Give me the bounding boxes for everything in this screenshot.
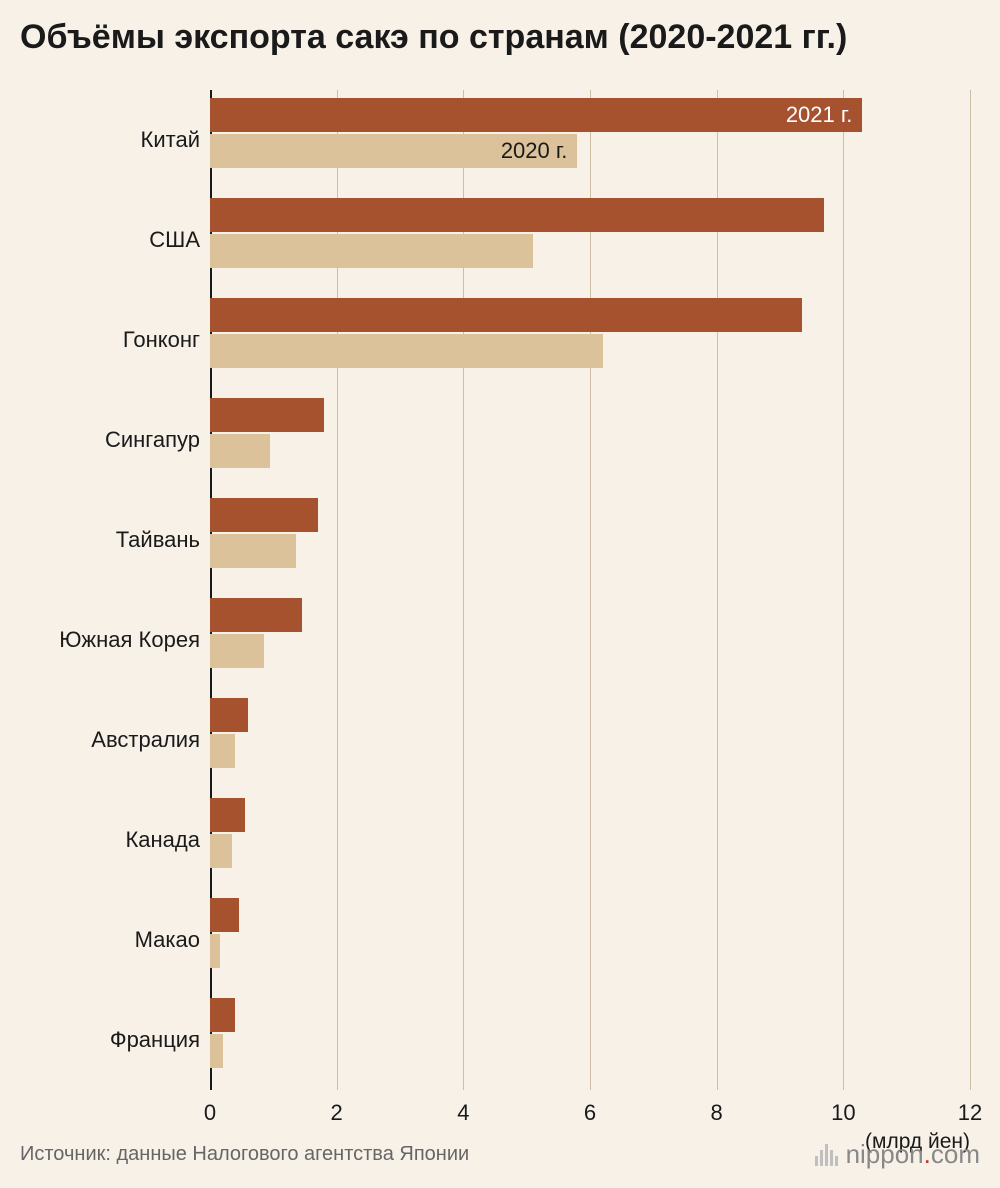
category-label: Тайвань — [116, 527, 200, 553]
category-row: Франция — [0, 990, 1000, 1090]
bar-2021 — [210, 798, 245, 832]
x-tick-label: 10 — [831, 1100, 855, 1126]
bar-2020 — [210, 534, 296, 568]
category-label: Южная Корея — [59, 627, 200, 653]
x-tick-label: 2 — [331, 1100, 343, 1126]
bar-2020 — [210, 334, 603, 368]
category-row: Канада — [0, 790, 1000, 890]
bar-2021 — [210, 998, 235, 1032]
bar-2020 — [210, 734, 235, 768]
footer: Источник: данные Налогового агентства Яп… — [20, 1139, 980, 1170]
source-text: Источник: данные Налогового агентства Яп… — [20, 1143, 469, 1166]
category-label: США — [149, 227, 200, 253]
x-tick-label: 6 — [584, 1100, 596, 1126]
logo-text-2: com — [931, 1139, 980, 1169]
bar-2021 — [210, 898, 239, 932]
category-label: Китай — [141, 127, 200, 153]
bar-2020 — [210, 934, 220, 968]
category-label: Франция — [110, 1027, 200, 1053]
category-row: Южная Корея — [0, 590, 1000, 690]
bar-2021 — [210, 398, 324, 432]
chart-area: 024681012(млрд йен) Китай2021 г.2020 г.С… — [0, 90, 1000, 1090]
category-row: Австралия — [0, 690, 1000, 790]
category-label: Сингапур — [105, 427, 200, 453]
category-row: Гонконг — [0, 290, 1000, 390]
category-row: США — [0, 190, 1000, 290]
nippon-logo: nippon.com — [815, 1139, 980, 1170]
bar-2021 — [210, 698, 248, 732]
x-tick-label: 8 — [711, 1100, 723, 1126]
category-row: Сингапур — [0, 390, 1000, 490]
category-row: Китай 2021 г.2020 г. — [0, 90, 1000, 190]
x-tick-label: 12 — [958, 1100, 982, 1126]
logo-mark-icon — [815, 1144, 838, 1166]
category-label: Канада — [125, 827, 200, 853]
bar-2021 — [210, 298, 802, 332]
bar-2021 — [210, 198, 824, 232]
bar-2020 — [210, 634, 264, 668]
bar-2020 — [210, 234, 533, 268]
bar-2020 — [210, 834, 232, 868]
logo-dot: . — [924, 1139, 931, 1169]
bar-2021 — [210, 498, 318, 532]
bar-2020 — [210, 1034, 223, 1068]
x-tick-label: 4 — [457, 1100, 469, 1126]
bar-2021: 2021 г. — [210, 98, 862, 132]
bar-2021 — [210, 598, 302, 632]
bar-2020 — [210, 434, 270, 468]
logo-text: nippon — [846, 1139, 924, 1169]
category-row: Тайвань — [0, 490, 1000, 590]
category-row: Макао — [0, 890, 1000, 990]
category-label: Гонконг — [123, 327, 200, 353]
x-tick-label: 0 — [204, 1100, 216, 1126]
category-label: Макао — [135, 927, 200, 953]
category-label: Австралия — [91, 727, 200, 753]
bar-2020: 2020 г. — [210, 134, 577, 168]
chart-title: Объёмы экспорта сакэ по странам (2020-20… — [20, 18, 847, 57]
